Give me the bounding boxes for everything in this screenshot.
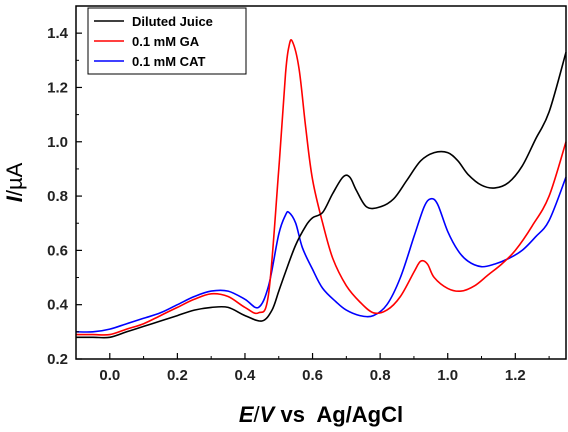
series-line-0-1-mm-ga bbox=[75, 39, 567, 336]
y-tick-label: 1.0 bbox=[47, 134, 68, 151]
x-tick-label: 0.0 bbox=[99, 367, 120, 384]
y-axis-ticks: 0.2 0.4 0.6 0.8 1.0 1.2 1.4 bbox=[47, 5, 82, 368]
y-axis-title: I/µA bbox=[2, 162, 27, 202]
x-tick-label: 0.8 bbox=[370, 367, 391, 384]
y-tick-label: 0.2 bbox=[47, 351, 68, 368]
x-axis-title-reference: vs Ag/AgCl bbox=[274, 402, 403, 427]
x-axis-title-symbol: E bbox=[239, 402, 255, 427]
legend-label-diluted-juice: Diluted Juice bbox=[132, 14, 213, 29]
y-axis-title-separator: / bbox=[2, 189, 27, 196]
y-tick-label: 0.8 bbox=[47, 188, 68, 205]
y-axis-title-unit: µA bbox=[2, 162, 27, 190]
y-tick-label: 0.4 bbox=[47, 297, 69, 314]
x-tick-label: 1.2 bbox=[505, 367, 526, 384]
x-axis-ticks: 0.0 0.2 0.4 0.6 0.8 1.0 1.2 bbox=[75, 353, 550, 384]
series-line-diluted-juice bbox=[75, 51, 567, 339]
series-line-0-1-mm-cat bbox=[75, 176, 567, 333]
legend-label-0-1-mm-ga: 0.1 mM GA bbox=[132, 34, 200, 49]
x-axis-title-unit: V bbox=[260, 402, 277, 427]
x-tick-label: 0.4 bbox=[235, 367, 257, 384]
legend-label-0-1-mm-cat: 0.1 mM CAT bbox=[132, 54, 205, 69]
data-curves bbox=[75, 39, 567, 339]
y-tick-label: 1.4 bbox=[47, 25, 69, 42]
legend: Diluted Juice 0.1 mM GA 0.1 mM CAT bbox=[87, 7, 247, 75]
y-axis-title-symbol: I bbox=[2, 195, 27, 202]
plot-frame bbox=[75, 5, 567, 360]
x-axis-title-separator: / bbox=[254, 402, 261, 427]
y-tick-label: 1.2 bbox=[47, 79, 68, 96]
y-tick-label: 0.6 bbox=[47, 242, 68, 259]
x-axis-title: E/V vs Ag/AgCl bbox=[239, 402, 403, 427]
x-tick-label: 0.6 bbox=[302, 367, 323, 384]
x-tick-label: 1.0 bbox=[437, 367, 458, 384]
x-tick-label: 0.2 bbox=[167, 367, 188, 384]
